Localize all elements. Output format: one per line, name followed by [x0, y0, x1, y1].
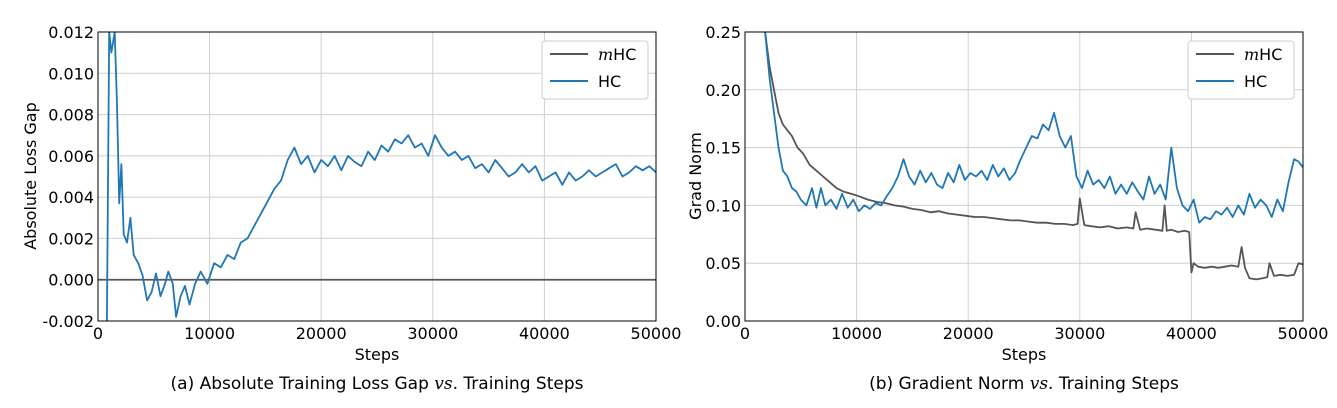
panel-a-legend-box [541, 40, 649, 100]
panel-b-legend-hc-label: HC [1244, 72, 1267, 91]
panel-b-caption-vs: vs. [1030, 374, 1054, 394]
panel-a-x-tick-label: 20000 [296, 324, 347, 343]
panel-a-y-tick-label: 0.008 [48, 106, 94, 125]
panel-a-x-tick-labels: 0 10000 20000 30000 40000 50000 [93, 324, 682, 343]
panel-a-caption-part2: Training Steps [462, 374, 583, 394]
panel-a-x-tick-label: 0 [93, 324, 103, 343]
panel-a-x-tick-label: 40000 [519, 324, 570, 343]
panel-a-y-tick-label: -0.002 [42, 312, 94, 331]
panel-a-y-tick-label: 0.002 [48, 229, 94, 248]
panel-b-x-tick-label: 40000 [1166, 324, 1217, 343]
panel-a-y-tick-label: 0.004 [48, 188, 94, 207]
panel-a-legend-mhc-text: HC [613, 45, 636, 64]
panel-a-series-group [106, 32, 656, 321]
panel-a-y-tick-label: 0.006 [48, 147, 94, 166]
panel-b-legend-mhc-text: HC [1259, 45, 1282, 64]
panel-a-plot-frame [97, 31, 657, 322]
panel-b-series-hc-line [764, 32, 1303, 224]
panel-a-x-tick-label: 10000 [184, 324, 235, 343]
panel-a-series-hc-line [106, 32, 656, 321]
panel-a-loss-gap-chart: 0 10000 20000 30000 40000 50000 -0.002 0.000 0.… [21, 23, 681, 394]
panel-b-y-tick-label: 0.20 [705, 81, 741, 100]
panel-b-x-tick-labels: 0 10000 20000 30000 40000 50000 [740, 324, 1329, 343]
panel-b-y-tick-label: 0.05 [705, 254, 741, 273]
panel-a-y-axis-label: Absolute Loss Gap [21, 102, 40, 250]
panel-b-legend-box [1187, 40, 1295, 100]
panel-a-caption-vs: vs. [434, 374, 458, 394]
panel-b-y-tick-label: 0.00 [705, 312, 741, 331]
panel-b-series-mhc-line [764, 32, 1303, 281]
panel-a-legend: HC mHC [541, 40, 649, 100]
panel-a-y-tick-label: 0.010 [48, 64, 94, 83]
panel-b-y-tick-label: 0.25 [705, 23, 741, 42]
panel-b-x-tick-label: 30000 [1054, 324, 1105, 343]
panel-a-caption: (a) Absolute Training Loss Gap vs. Train… [171, 374, 584, 394]
panel-a-caption-part1: (a) Absolute Training Loss Gap [171, 374, 429, 394]
panel-b-grad-norm-chart: 0 10000 20000 30000 40000 50000 0.000.050.100… [686, 23, 1328, 394]
panel-b-series-group [764, 32, 1303, 281]
panel-b-legend-mhc-label: mHC [1244, 45, 1282, 64]
panel-b-x-axis-label: Steps [1002, 345, 1047, 364]
panel-a-legend-mhc-label: mHC [598, 45, 636, 64]
panel-b-caption-part1: (b) Gradient Norm [869, 374, 1024, 394]
panel-a-x-axis-label: Steps [355, 345, 400, 364]
panel-b-plot-frame [744, 31, 1304, 322]
panel-a-y-tick-labels: -0.002 0.000 0.002 0.004 0.006 0.008 0.010 0.01… [42, 23, 94, 331]
panel-a-x-tick-label: 30000 [407, 324, 458, 343]
panel-b-caption-part2: Training Steps [1058, 374, 1179, 394]
panel-a-x-tick-label: 50000 [631, 324, 682, 343]
panel-b-y-tick-label: 0.15 [705, 139, 741, 158]
panel-b-legend: mHC HC [1187, 40, 1295, 100]
panel-b-x-tick-label: 20000 [943, 324, 994, 343]
panel-a-legend-hc-label: HC [598, 72, 621, 91]
panel-b-y-tick-labels: 0.00 0.05 0.10 0.15 0.20 0.25 [705, 23, 741, 331]
panel-a-y-tick-label: 0.012 [48, 23, 94, 42]
panel-b-caption: (b) Gradient Norm vs. Training Steps [869, 374, 1179, 394]
panel-b-x-tick-label: 10000 [831, 324, 882, 343]
panel-b-y-tick-label: 0.10 [705, 196, 741, 215]
panel-b-x-tick-label: 50000 [1278, 324, 1329, 343]
panel-a-y-tick-label: 0.000 [48, 271, 94, 290]
panel-b-legend-mhc-italic-m: m [1244, 45, 1259, 64]
panel-b-y-axis-label: Grad Norm [686, 132, 705, 220]
panel-b-x-tick-label: 0 [740, 324, 750, 343]
panel-a-legend-mhc-italic-m: m [598, 45, 613, 64]
